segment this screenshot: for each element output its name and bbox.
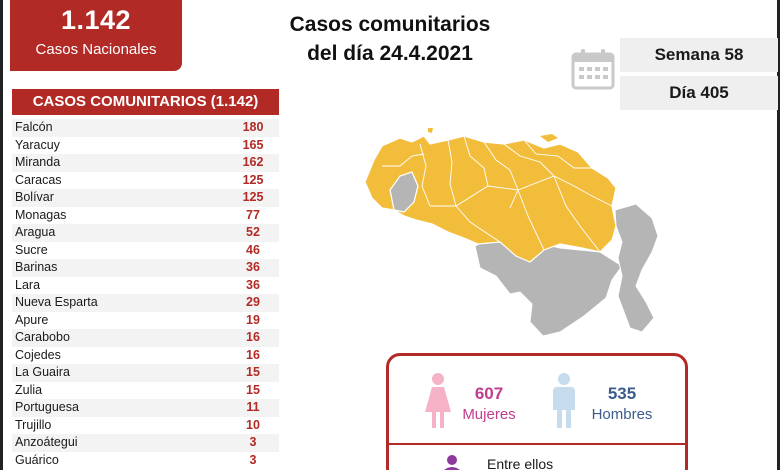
state-name: Yaracuy [15,137,60,152]
table-row: La Guaira 15 [12,364,279,382]
state-case-count: 16 [246,347,260,362]
state-name: Carabobo [15,330,70,344]
men-label: Hombres [591,406,653,423]
state-case-count: 162 [242,155,264,169]
title-line-1: Casos comunitarios [289,13,491,36]
women-label: Mujeres [462,406,516,423]
state-name: Cojedes [15,347,61,362]
state-case-count: 46 [246,242,260,257]
table-row: Nueva Esparta 29 [12,294,279,312]
national-cases-label: Casos Nacionales [35,41,157,58]
map-island-margarita [540,134,558,142]
state-name: Apure [15,312,49,327]
map-state-borders [382,135,613,253]
state-case-count: 15 [246,365,260,379]
state-name: Lara [15,277,41,292]
state-name: Nueva Esparta [15,295,98,309]
state-case-count: 165 [242,137,264,152]
state-name: Barinas [15,260,58,274]
national-cases-box: 1.142 Casos Nacionales [10,0,182,71]
table-row: Trujillo 10 [12,417,279,435]
table-row: Cojedes 16 [12,347,279,365]
venezuela-map [364,128,659,337]
state-case-count: 77 [246,207,260,222]
between-label: Entre ellos [487,456,554,470]
state-case-count: 52 [246,225,260,239]
calendar-icon [571,49,615,90]
state-name: Portuguesa [15,400,79,414]
women-count: 607 [474,384,504,403]
state-name: Guárico [15,452,59,467]
state-case-count: 11 [246,400,260,414]
map-island-small [428,128,433,133]
state-name: La Guaira [15,365,70,379]
men-count: 535 [607,384,637,403]
state-case-count: 3 [249,452,257,467]
table-row: Barinas 36 [12,259,279,277]
state-name: Anzoátegui [15,435,78,449]
map-region-yellow [364,135,617,263]
table-row: Portuguesa 11 [12,399,279,417]
state-case-count: 36 [246,277,260,292]
man-icon [553,373,575,428]
state-name: Sucre [15,242,48,257]
state-case-count: 15 [246,382,260,397]
table-row: Carabobo 16 [12,329,279,347]
state-name: Aragua [15,225,56,239]
title-line-2: del día 24.4.2021 [307,42,473,65]
national-cases-number: 1.142 [60,5,132,35]
table-row: Lara 36 [12,277,279,295]
state-name: Trujillo [15,417,52,432]
state-name: Falcón [15,120,53,134]
table-row: Zulia 15 [12,382,279,400]
state-case-count: 125 [242,190,264,204]
table-row: Aragua 52 [12,224,279,242]
state-name: Zulia [15,382,43,397]
page-title: Casos comunitarios del día 24.4.2021 [255,10,525,68]
state-name: Caracas [15,172,62,187]
state-case-count: 10 [246,417,260,432]
state-name: Monagas [15,207,67,222]
cases-table-title: CASOS COMUNITARIOS (1.142) [12,89,279,115]
table-row: Caracas 125 [12,172,279,190]
map-region-gray-east [614,203,659,333]
state-name: Miranda [15,155,61,169]
gender-divider [389,443,685,445]
state-case-count: 29 [246,295,260,309]
state-case-count: 19 [246,312,260,327]
table-row: Guárico 3 [12,452,279,470]
table-row: Anzoátegui 3 [12,434,279,452]
map-region-gray-south [474,235,623,337]
state-case-count: 36 [246,260,260,274]
cases-table: Falcón 180 Yaracuy 165 Miranda 162 Caracas 125 B… [12,119,279,469]
table-row: Miranda 162 [12,154,279,172]
woman-icon [425,373,451,428]
person-icon [444,455,460,470]
table-row: Monagas 77 [12,207,279,225]
day-indicator: Día 405 [620,76,778,110]
table-row: Falcón 180 [12,119,279,137]
state-case-count: 125 [242,172,264,187]
gender-breakdown: 607 Mujeres 535 Hombres Entre ellos [386,353,688,470]
state-case-count: 16 [246,330,260,344]
state-case-count: 3 [249,435,257,449]
table-row: Sucre 46 [12,242,279,260]
state-name: Bolívar [15,190,54,204]
week-indicator: Semana 58 [620,38,778,72]
state-case-count: 180 [242,120,264,134]
table-row: Apure 19 [12,312,279,330]
table-row: Bolívar 125 [12,189,279,207]
table-row: Yaracuy 165 [12,137,279,155]
